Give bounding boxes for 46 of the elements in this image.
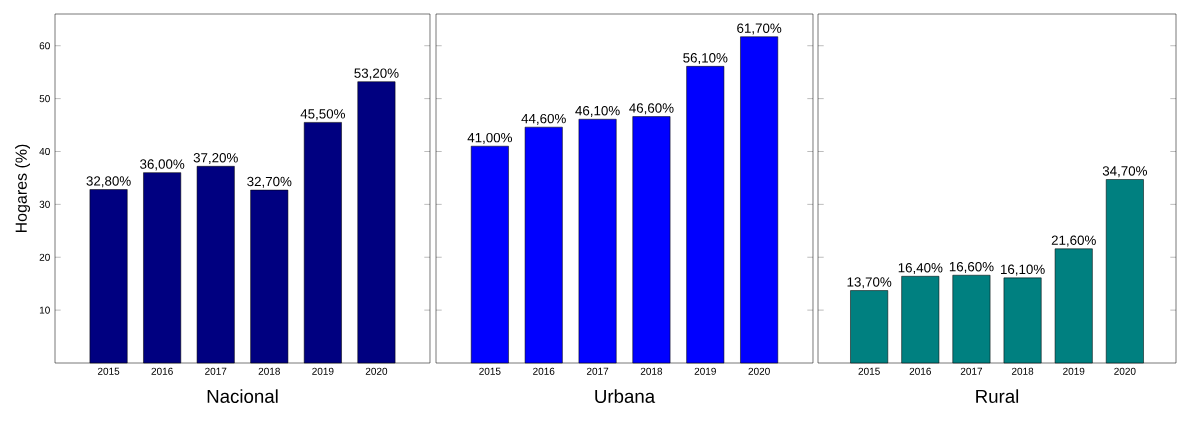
y-tick-label: 10	[39, 306, 50, 314]
y-tick-label: 60	[39, 42, 50, 50]
x-tick-label: 2018	[640, 367, 663, 375]
x-tick-label: 2017	[205, 367, 227, 375]
y-tick-label: 30	[39, 200, 50, 208]
data-label: 16,40%	[898, 263, 943, 275]
data-label: 32,70%	[247, 176, 292, 188]
x-tick-label: 2020	[748, 367, 770, 375]
data-label: 36,00%	[140, 159, 185, 171]
x-tick-label: 2016	[151, 367, 173, 375]
data-label: 46,10%	[575, 105, 620, 117]
x-tick-label: 2019	[694, 367, 716, 375]
x-axis-title: Urbana	[595, 389, 656, 403]
y-tick-label: 50	[39, 95, 50, 103]
data-label: 44,60%	[521, 113, 566, 125]
data-label: 46,60%	[629, 103, 674, 115]
x-tick-label: 2019	[1063, 367, 1085, 375]
x-axis-title: Rural	[976, 389, 1019, 403]
data-label: 61,70%	[737, 23, 782, 35]
data-label: 53,20%	[354, 68, 399, 80]
x-tick-label: 2020	[365, 367, 388, 375]
x-tick-label: 2018	[1011, 367, 1034, 375]
x-tick-label: 2018	[258, 367, 280, 375]
y-tick-label: 40	[39, 147, 50, 156]
data-label: 32,80%	[86, 176, 131, 188]
y-axis-title: Hogares (%)	[15, 144, 31, 233]
x-tick-label: 2020	[1114, 367, 1136, 375]
x-tick-label: 2017	[586, 367, 609, 375]
x-tick-label: 2015	[858, 367, 880, 375]
x-axis-title: Nacional	[207, 389, 278, 403]
data-label: 13,70%	[847, 277, 892, 289]
y-tick-label: 20	[39, 253, 50, 261]
data-label: 56,10%	[683, 53, 728, 65]
x-tick-label: 2015	[97, 367, 120, 375]
data-label: 34,70%	[1102, 166, 1148, 178]
x-tick-label: 2017	[960, 367, 983, 375]
data-label: 45,50%	[300, 109, 345, 121]
x-tick-label: 2019	[312, 367, 334, 375]
data-label: 37,20%	[193, 153, 238, 165]
data-label: 21,60%	[1051, 235, 1096, 247]
data-label: 16,60%	[949, 261, 994, 273]
data-label: 41,00%	[467, 132, 513, 144]
x-tick-label: 2015	[479, 367, 501, 375]
data-label: 16,10%	[1000, 264, 1045, 276]
x-tick-label: 2016	[909, 367, 931, 375]
x-tick-label: 2016	[533, 367, 555, 375]
